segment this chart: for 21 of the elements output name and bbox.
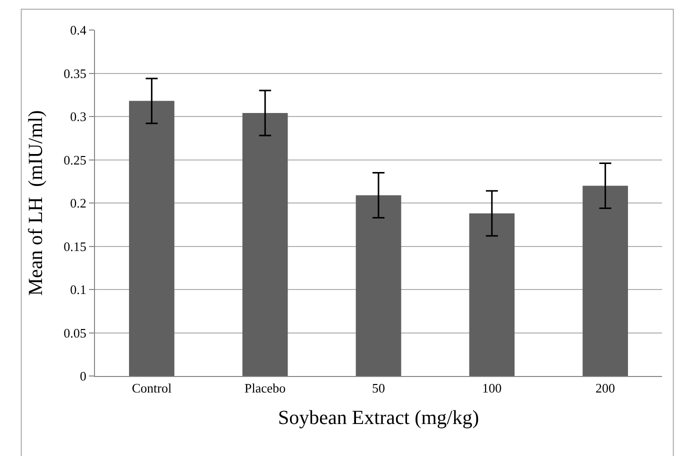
bar: [356, 195, 402, 376]
x-tick-label: Control: [132, 380, 172, 396]
bar: [582, 186, 628, 376]
y-tick-label: 0.4: [70, 22, 87, 38]
y-tick-label: 0.3: [70, 109, 86, 124]
y-tick-label: 0.2: [70, 196, 86, 211]
y-axis-title: Mean of LH (mIU/ml): [25, 110, 48, 296]
y-tick-label: 0.25: [64, 152, 86, 168]
x-tick-label: Placebo: [244, 380, 286, 396]
x-tick-label: 50: [372, 380, 385, 396]
bar: [129, 100, 174, 376]
y-tick-label: 0.1: [70, 282, 86, 298]
y-tick-label: 0.35: [64, 66, 86, 81]
bar: [242, 113, 288, 376]
bar: [469, 213, 515, 376]
x-tick-label: 100: [482, 380, 502, 396]
y-tick-label: 0.05: [64, 325, 86, 340]
y-tick-label: 0: [80, 368, 86, 384]
y-tick-label: 0.15: [64, 238, 86, 254]
x-tick-label: 200: [596, 380, 616, 396]
x-axis-title: Soybean Extract (mg/kg): [278, 407, 480, 430]
